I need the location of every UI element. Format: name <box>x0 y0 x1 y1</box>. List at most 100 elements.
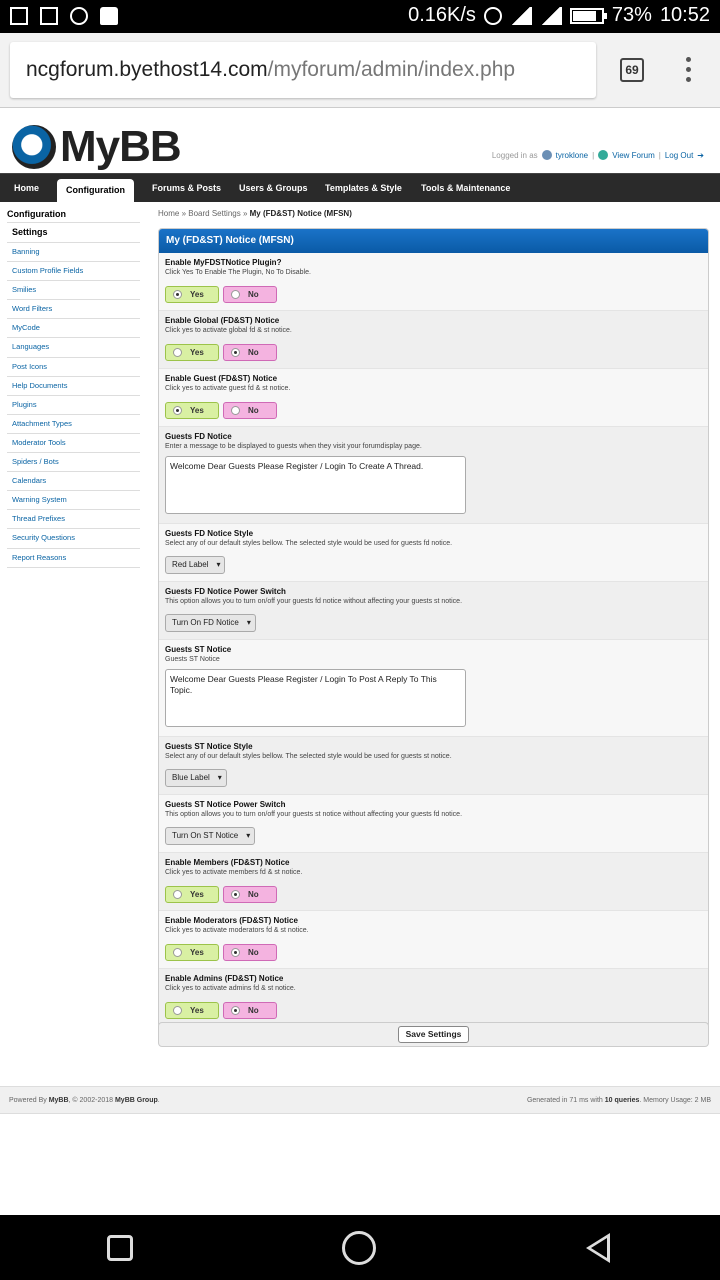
setting-row: Enable Members (FD&ST) Notice Click yes … <box>159 853 708 911</box>
no-option[interactable]: No <box>223 1002 277 1019</box>
setting-row: Enable MyFDSTNotice Plugin? Click Yes To… <box>159 253 708 311</box>
setting-description: Click yes to activate members fd & st no… <box>165 869 303 876</box>
mybb-logo[interactable]: MyBB <box>12 118 182 176</box>
sidebar-item-banning[interactable]: Banning <box>7 243 140 263</box>
sidebar-item-word-filters[interactable]: Word Filters <box>7 300 140 320</box>
sidebar: Configuration Settings Banning Custom Pr… <box>7 208 140 568</box>
breadcrumb: Home » Board Settings » My (FD&ST) Notic… <box>158 209 352 218</box>
guests-fd-notice-textarea[interactable]: Welcome Dear Guests Please Register / Lo… <box>165 456 466 514</box>
url-bar[interactable]: ncgforum.byethost14.com/myforum/admin/in… <box>10 42 596 98</box>
username-link[interactable]: tyroklone <box>555 150 589 160</box>
setting-description: Click yes to activate global fd & st not… <box>165 327 292 334</box>
setting-title: Guests ST Notice Power Switch <box>165 800 286 809</box>
browser-menu-icon[interactable] <box>686 57 692 83</box>
mybb-group-link[interactable]: MyBB Group <box>114 1097 158 1104</box>
signal-icon-2 <box>539 6 562 25</box>
sidebar-item-custom-profile-fields[interactable]: Custom Profile Fields <box>7 262 140 282</box>
tab-templates-style[interactable]: Templates & Style <box>325 183 402 193</box>
tab-users-groups[interactable]: Users & Groups <box>239 183 308 193</box>
sidebar-item-report-reasons[interactable]: Report Reasons <box>7 549 140 568</box>
yes-option[interactable]: Yes <box>165 886 219 903</box>
radio-selected-icon <box>231 348 240 357</box>
sidebar-item-security-questions[interactable]: Security Questions <box>7 529 140 549</box>
sidebar-item-help-documents[interactable]: Help Documents <box>7 377 140 396</box>
setting-title: Enable MyFDSTNotice Plugin? <box>165 258 282 267</box>
tab-forums-posts[interactable]: Forums & Posts <box>152 183 222 193</box>
guests-st-power-select[interactable]: Turn On ST Notice <box>165 827 256 845</box>
radio-selected-icon <box>173 290 182 299</box>
sidebar-item-attachment-types[interactable]: Attachment Types <box>7 415 140 434</box>
sidebar-item-plugins[interactable]: Plugins <box>7 396 140 415</box>
setting-row: Guests ST Notice Style Select any of our… <box>159 737 708 795</box>
breadcrumb-board-settings[interactable]: Board Settings <box>188 209 241 218</box>
setting-row: Guests FD Notice Power Switch This optio… <box>159 582 708 640</box>
no-option[interactable]: No <box>223 402 277 419</box>
sidebar-item-calendars[interactable]: Calendars <box>7 472 140 492</box>
setting-description: Click yes to activate admins fd & st not… <box>165 985 296 992</box>
whatsapp-icon <box>70 7 88 25</box>
no-option[interactable]: No <box>223 344 277 361</box>
yes-option[interactable]: Yes <box>165 1002 219 1019</box>
notification-icons <box>10 7 118 25</box>
setting-description: Click Yes To Enable The Plugin, No To Di… <box>165 269 311 276</box>
radio-selected-icon <box>173 406 182 415</box>
save-settings-button[interactable]: Save Settings <box>398 1026 469 1043</box>
back-icon[interactable] <box>586 1233 610 1263</box>
logged-in-label: Logged in as <box>491 150 538 160</box>
tab-switcher-button[interactable]: 69 <box>620 58 644 82</box>
sidebar-item-settings[interactable]: Settings <box>7 223 140 243</box>
setting-row: Guests ST Notice Power Switch This optio… <box>159 795 708 853</box>
battery-saver-icon <box>10 7 28 25</box>
setting-description: This option allows you to turn on/off yo… <box>165 598 463 605</box>
breadcrumb-current: My (FD&ST) Notice (MFSN) <box>249 209 352 218</box>
yes-option[interactable]: Yes <box>165 944 219 961</box>
url-path: /myforum/admin/index.php <box>267 58 516 81</box>
tab-tools-maintenance[interactable]: Tools & Maintenance <box>421 183 511 193</box>
view-forum-link[interactable]: View Forum <box>612 150 655 160</box>
yes-option[interactable]: Yes <box>165 402 219 419</box>
guests-st-style-select[interactable]: Blue Label <box>165 769 227 787</box>
sidebar-item-warning-system[interactable]: Warning System <box>7 491 140 511</box>
lock-icon <box>100 7 118 25</box>
setting-description: Click yes to activate guest fd & st noti… <box>165 385 291 392</box>
sidebar-item-languages[interactable]: Languages <box>7 338 140 358</box>
sidebar-item-spiders-bots[interactable]: Spiders / Bots <box>7 453 140 473</box>
no-option[interactable]: No <box>223 286 277 303</box>
tab-configuration[interactable]: Configuration <box>57 179 134 203</box>
admin-page: MyBB Logged in as tyroklone | View Forum |… <box>0 108 720 1215</box>
setting-title: Guests ST Notice Style <box>165 742 253 751</box>
guests-fd-power-select[interactable]: Turn On FD Notice <box>165 614 256 632</box>
log-out-link[interactable]: Log Out <box>664 150 694 160</box>
mybb-logo-icon <box>12 125 56 169</box>
tab-home[interactable]: Home <box>14 183 40 193</box>
user-bar: Logged in as tyroklone | View Forum | Log … <box>491 150 704 160</box>
radio-selected-icon <box>231 890 240 899</box>
yes-option[interactable]: Yes <box>165 344 219 361</box>
setting-title: Guests FD Notice <box>165 432 232 441</box>
recent-apps-icon[interactable] <box>107 1235 133 1261</box>
sidebar-item-moderator-tools[interactable]: Moderator Tools <box>7 434 140 454</box>
breadcrumb-home[interactable]: Home <box>158 209 180 218</box>
logout-arrow-icon: ➔ <box>697 150 704 160</box>
sidebar-item-mycode[interactable]: MyCode <box>7 319 140 339</box>
setting-title: Guests ST Notice <box>165 645 232 654</box>
setting-row: Enable Admins (FD&ST) Notice Click yes t… <box>159 969 708 1027</box>
sidebar-item-post-icons[interactable]: Post Icons <box>7 358 140 377</box>
no-option[interactable]: No <box>223 886 277 903</box>
yes-option[interactable]: Yes <box>165 286 219 303</box>
guests-st-notice-textarea[interactable]: Welcome Dear Guests Please Register / Lo… <box>165 669 466 727</box>
setting-description: Guests ST Notice <box>165 656 220 663</box>
sidebar-item-smilies[interactable]: Smilies <box>7 281 140 301</box>
mybb-link[interactable]: MyBB <box>48 1097 69 1104</box>
footer: Powered By MyBB, © 2002-2018 MyBB Group.… <box>0 1086 720 1114</box>
footer-powered-by: Powered By MyBB, © 2002-2018 MyBB Group. <box>9 1097 160 1104</box>
sidebar-item-thread-prefixes[interactable]: Thread Prefixes <box>7 510 140 530</box>
guests-fd-style-select[interactable]: Red Label <box>165 556 226 574</box>
home-icon[interactable] <box>342 1231 376 1265</box>
globe-icon <box>598 150 609 160</box>
alarm-icon <box>483 6 502 25</box>
top-nav: Home Configuration Forums & Posts Users … <box>0 173 720 203</box>
setting-row: Enable Global (FD&ST) Notice Click yes t… <box>159 311 708 369</box>
no-option[interactable]: No <box>223 944 277 961</box>
save-bar: Save Settings <box>158 1022 709 1047</box>
